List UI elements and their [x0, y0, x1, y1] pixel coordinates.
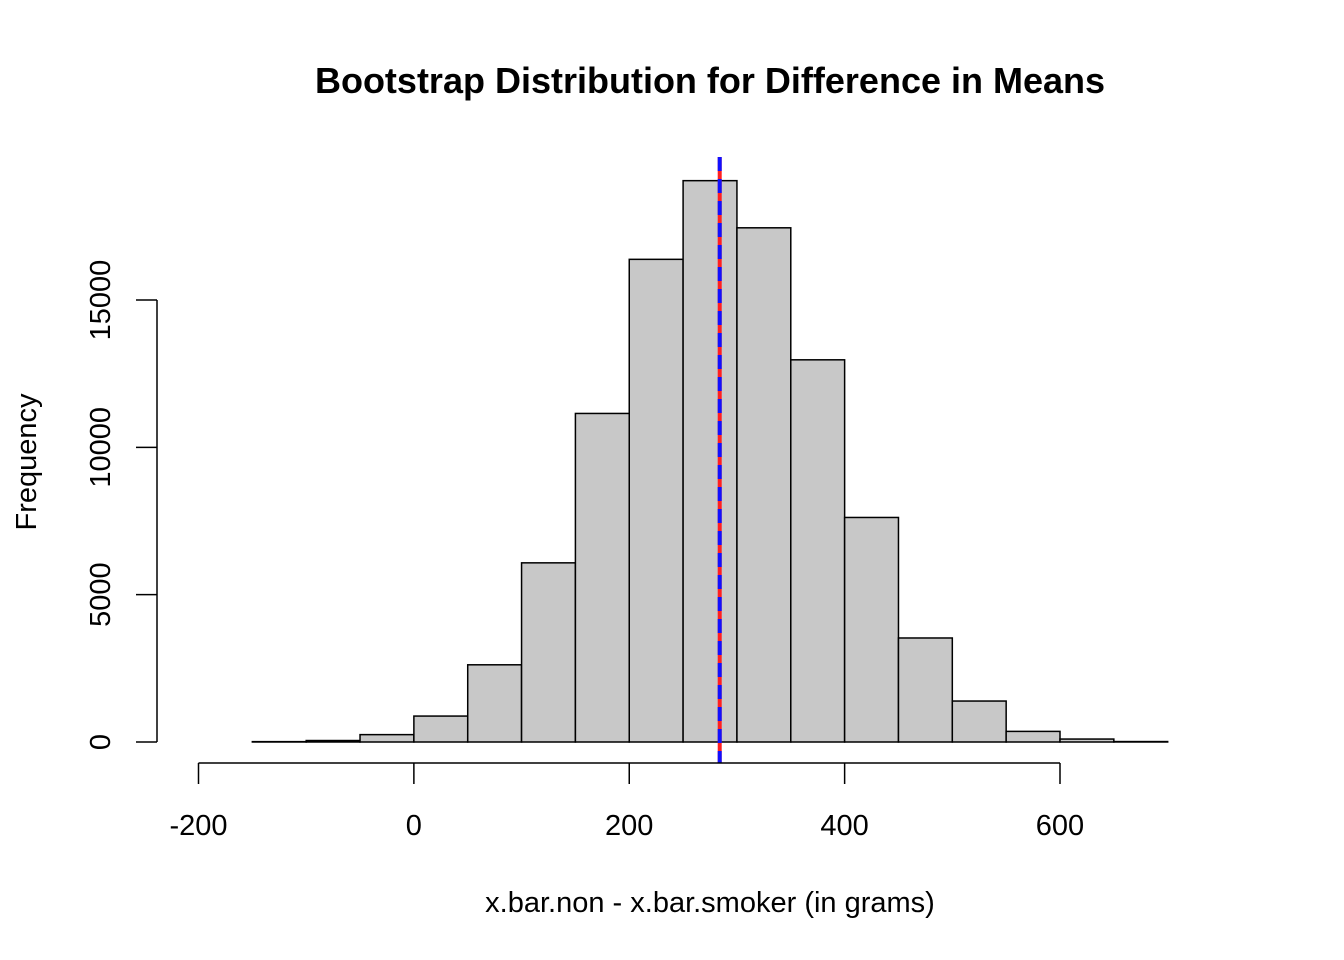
y-tick-label-0: 0: [85, 734, 117, 750]
chart-title: Bootstrap Distribution for Difference in…: [315, 60, 1105, 101]
histogram-bar-5: [466, 664, 523, 743]
histogram-bar-8: [628, 258, 684, 743]
histogram-bar-6: [520, 562, 577, 743]
histogram-bar-13: [897, 637, 954, 743]
x-tick-label-0: -200: [169, 810, 227, 842]
x-tick-label-4: 600: [1036, 810, 1084, 842]
x-axis: -200 0 200 400 600: [169, 762, 1084, 842]
x-tick-label-3: 400: [820, 810, 868, 842]
histogram-bar-2: [305, 739, 361, 743]
histogram-bar-10: [736, 227, 792, 743]
y-tick-label-1: 5000: [85, 562, 117, 627]
histogram-bar-15: [1005, 730, 1061, 743]
histogram-bar-16: [1059, 738, 1115, 743]
x-axis-label: x.bar.non - x.bar.smoker (in grams): [485, 887, 935, 919]
histogram-bar-7: [574, 412, 630, 743]
y-tick-label-3: 15000: [85, 260, 117, 341]
bars-layer: [251, 179, 1169, 743]
y-tick-label-2: 10000: [85, 407, 117, 488]
y-axis-label: Frequency: [11, 393, 43, 531]
histogram-bar-12: [843, 516, 900, 743]
x-tick-label-1: 0: [406, 810, 422, 842]
histogram-bar-11: [790, 359, 846, 743]
y-axis: 0 5000 10000 15000: [85, 260, 158, 750]
histogram-bar-3: [359, 733, 415, 743]
x-tick-label-2: 200: [605, 810, 653, 842]
histogram-bar-4: [413, 715, 469, 743]
histogram-bar-14: [951, 700, 1007, 743]
histogram-bar-9: [682, 179, 738, 743]
